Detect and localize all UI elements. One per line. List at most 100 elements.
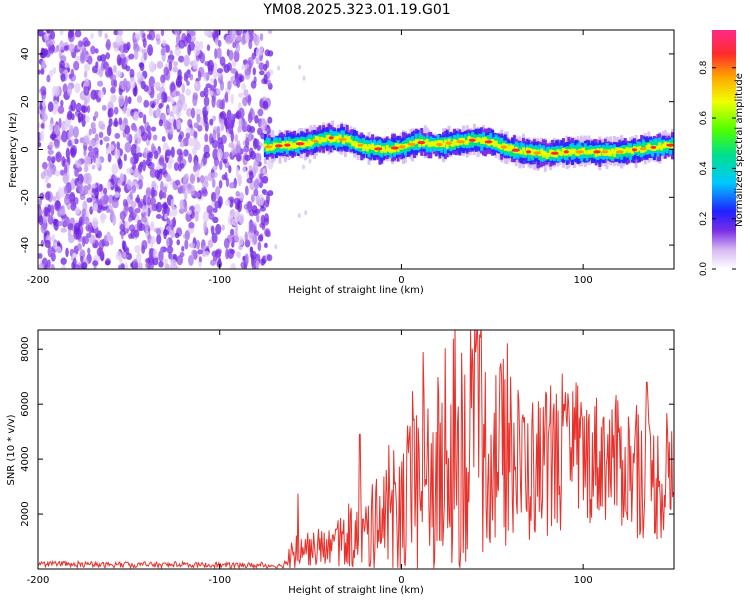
noise-blob [265,230,271,238]
noise-blob [90,89,98,101]
noise-blob [114,132,121,139]
spectrogram-ytick-label: 0 [20,146,31,152]
signal-cell [462,137,466,142]
noise-blob [226,109,232,120]
noise-blob [87,189,92,196]
noise-blob [74,30,82,38]
noise-blob [38,253,43,259]
noise-blob [179,199,185,211]
spectrogram-ytick-label: 40 [20,48,31,61]
signal-cell [538,152,542,157]
noise-blob [63,121,70,130]
noise-blob [255,57,261,65]
signal-peak [312,139,319,143]
signal-cell [474,138,478,143]
noise-blob [94,111,99,119]
signal-cell [369,145,373,150]
noise-blob [94,187,100,199]
signal-cell [463,140,467,145]
noise-blob [43,206,49,217]
noise-blob [208,213,215,220]
noise-blob [215,223,222,235]
signal-cell [338,134,342,141]
colorbar-gradient [712,30,736,269]
noise-blob [186,209,192,215]
noise-blob [209,118,214,126]
noise-blob [179,141,185,148]
noise-blob [204,250,210,257]
noise-blob [212,207,218,214]
signal-cell [382,146,386,152]
noise-blob [212,148,219,161]
noise-blob [247,93,252,106]
signal-cell [342,137,346,145]
signal-cell [445,141,449,149]
noise-blob [247,132,253,142]
noise-blob [181,245,185,252]
noise-blob [125,65,131,72]
signal-cell [572,148,576,154]
noise-blob [40,85,47,95]
signal-cell [362,145,366,151]
noise-blob [229,228,235,237]
signal-cell [349,139,353,144]
noise-blob [237,200,243,213]
noise-blob [162,39,167,47]
signal-cell [583,150,587,155]
noise-blob [244,231,248,243]
noise-blob [64,194,70,206]
noise-blob [204,133,209,143]
signal-cell [614,147,618,154]
noise-blob [253,34,260,47]
noise-blob [190,184,196,196]
spectrogram-xtick-label: -100 [208,275,231,286]
noise-blob [250,194,255,203]
noise-blob [100,212,106,224]
noise-blob [110,86,116,94]
noise-blob [250,250,257,261]
signal-cell [293,142,297,149]
signal-peak [525,150,532,154]
noise-blob [197,70,202,82]
noise-blob [162,162,167,170]
noise-blob [110,94,117,104]
noise-blob [233,50,240,62]
noise-blob [48,69,54,77]
noise-blob [172,216,176,228]
noise-blob [118,94,125,107]
noise-blob [170,98,175,105]
noise-blob [165,237,170,248]
noise-blob [152,134,158,141]
noise-blob [60,99,64,107]
noise-blob [74,206,80,215]
noise-blob [134,261,139,269]
signal-peak [650,145,657,150]
noise-blob [199,52,206,64]
signal-cell [325,135,329,140]
noise-blob [84,53,89,61]
noise-blob [40,239,45,248]
signal-peak [374,147,383,151]
noise-blob [125,247,130,256]
noise-blob [206,205,214,214]
noise-blob [72,257,77,269]
signal-cell [625,147,629,152]
signal-peak [445,141,453,145]
noise-blob [45,30,52,34]
noise-blob [190,107,196,119]
spectrogram-xtick-label: 0 [398,275,404,286]
noise-blob [100,195,107,206]
noise-blob [108,117,113,127]
noise-blob [60,73,66,82]
noise-blob [231,241,235,248]
signal-peak [456,140,465,144]
noise-blob [189,30,196,37]
noise-blob [91,164,96,170]
noise-blob [151,126,157,132]
noise-blob [63,221,70,227]
noise-blob [263,63,268,72]
signal-cell [387,147,391,152]
signal-peak [338,137,347,141]
signal-peak [265,145,273,149]
